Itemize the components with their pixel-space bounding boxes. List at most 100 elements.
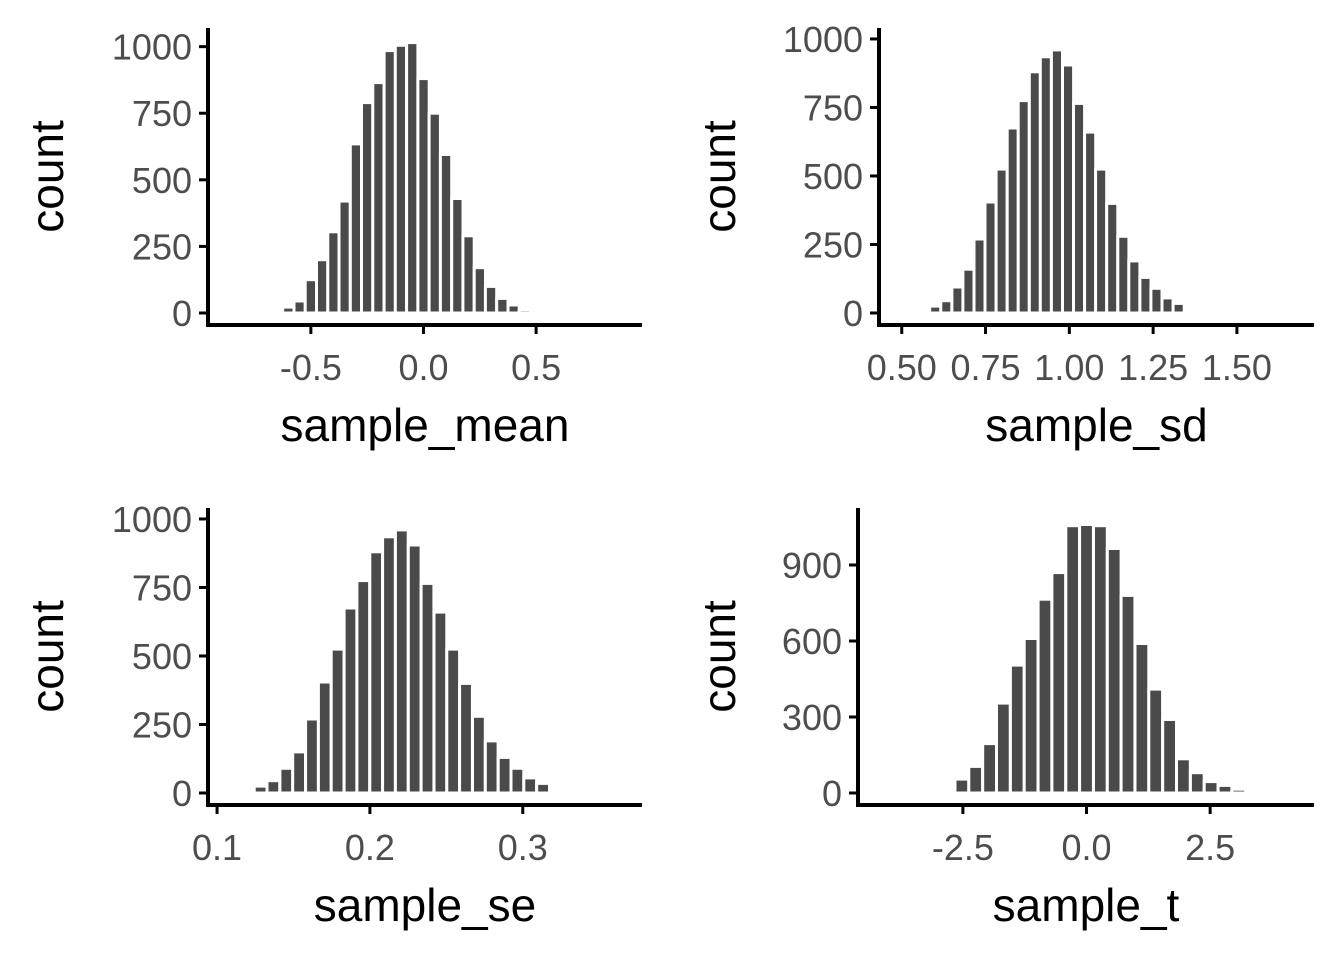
axis-ticks: 0 250 500 750 1000 0.1 0.2 0.3 [112,499,548,868]
y-tick-label: 1000 [112,27,192,68]
histogram-bar [1072,101,1087,315]
histogram-bar [961,267,976,315]
histogram-bar [315,258,330,315]
histogram-bar [1138,275,1153,315]
axis-ticks: 0 250 500 750 1000 -0.5 0.0 0.5 [112,27,561,388]
x-axis-title: sample_sd [985,399,1207,451]
y-tick-label: 600 [782,621,842,662]
y-tick-label: 0 [172,773,192,814]
histogram-bar [522,776,539,795]
histogram-bars-sample-mean [281,41,533,315]
histogram-bar [278,766,295,795]
x-tick-label: 0.50 [867,347,937,388]
y-tick-label: 250 [803,224,863,265]
x-tick-label: -2.5 [932,827,994,868]
histogram-bar [1188,771,1206,795]
histogram-bar [1105,547,1123,795]
histogram-bar [1116,234,1131,315]
y-tick-label: 250 [132,704,192,745]
y-axis-title: count [693,120,745,233]
histogram-bar [506,303,521,315]
histogram-bar [329,647,346,795]
histogram-bar [1027,70,1042,315]
x-axis-title: sample_se [314,879,536,931]
histogram-bar [1092,524,1109,795]
histogram-bar [1083,130,1098,315]
y-tick-label: 0 [843,293,863,334]
histogram-bar [1064,524,1082,795]
y-axis-title: count [21,600,73,713]
x-tick-label: 0.3 [498,827,548,868]
histogram-bar [355,579,372,795]
histogram-bar [509,766,526,795]
y-tick-label: 900 [782,545,842,586]
y-tick-label: 750 [132,567,192,608]
y-tick-label: 1000 [783,19,863,60]
histogram-bar [928,304,943,315]
histogram-bar [406,543,423,795]
histogram-bar [381,535,397,795]
histogram-bar [1036,597,1054,795]
histogram-bar [427,111,442,315]
histogram-bar [326,230,341,315]
histogram-bar [252,784,269,795]
histogram-bar [337,199,352,315]
histogram-bar [1161,718,1178,795]
histogram-bar [1175,757,1192,795]
y-tick-label: 750 [132,93,192,134]
histogram-bar [1078,523,1095,795]
x-tick-label: 0.0 [1062,827,1112,868]
axis-lines [877,28,1314,327]
y-tick-label: 750 [803,87,863,128]
y-tick-label: 0 [172,293,192,334]
panel-sample-mean: 0 250 500 750 1000 -0.5 0.0 0.5 sample_mean cou… [21,27,642,451]
histogram-bar [967,764,985,795]
axis-lines [206,508,642,807]
histogram-bar [471,714,487,795]
histogram-bar [438,153,454,315]
histogram-bar [393,43,409,315]
histogram-bar [517,308,533,315]
histogram-bar [405,41,420,315]
histogram-bar [939,299,954,315]
panel-sample-t: 0 300 600 900 -2.5 0.0 2.5 sample_t count [693,508,1314,931]
histogram-bar [292,299,307,315]
histogram-bars-sample-se [252,528,552,795]
x-tick-label: 0.2 [345,827,395,868]
x-axis-title: sample_t [993,879,1180,931]
histogram-bar [1216,783,1234,795]
histogram-bars-sample-t [939,523,1248,795]
x-tick-label: 2.5 [1185,827,1235,868]
histogram-bar [1171,301,1186,315]
x-tick-label: 1.25 [1118,347,1188,388]
histogram-bar [1119,593,1137,795]
histogram-bar [1038,55,1053,315]
histogram-bar [291,750,308,795]
histogram-bar [416,77,431,315]
histogram-bar [458,681,474,795]
histogram-bar [939,789,957,795]
histogram-bar [1005,126,1020,315]
histogram-bar [342,606,359,795]
histogram-bar [393,528,410,795]
x-tick-label: 1.00 [1034,347,1104,388]
histogram-bar [1127,259,1142,315]
histogram-bar [1202,780,1220,795]
histogram-bar [265,779,282,795]
histogram-bar [983,200,998,315]
y-axis-title: count [21,120,73,233]
histogram-bar [1133,642,1151,795]
histogram-bar [1149,286,1164,315]
y-axis-title: count [693,600,745,713]
y-tick-label: 500 [132,160,192,201]
histogram-bar [495,296,510,315]
histogram-bar [1147,687,1165,795]
histogram-bar [303,278,319,315]
x-tick-label: -0.5 [280,347,342,388]
histogram-bar [472,266,488,315]
histogram-bar [1050,571,1068,795]
histogram-bar [304,717,320,795]
histogram-bar [1230,787,1248,795]
